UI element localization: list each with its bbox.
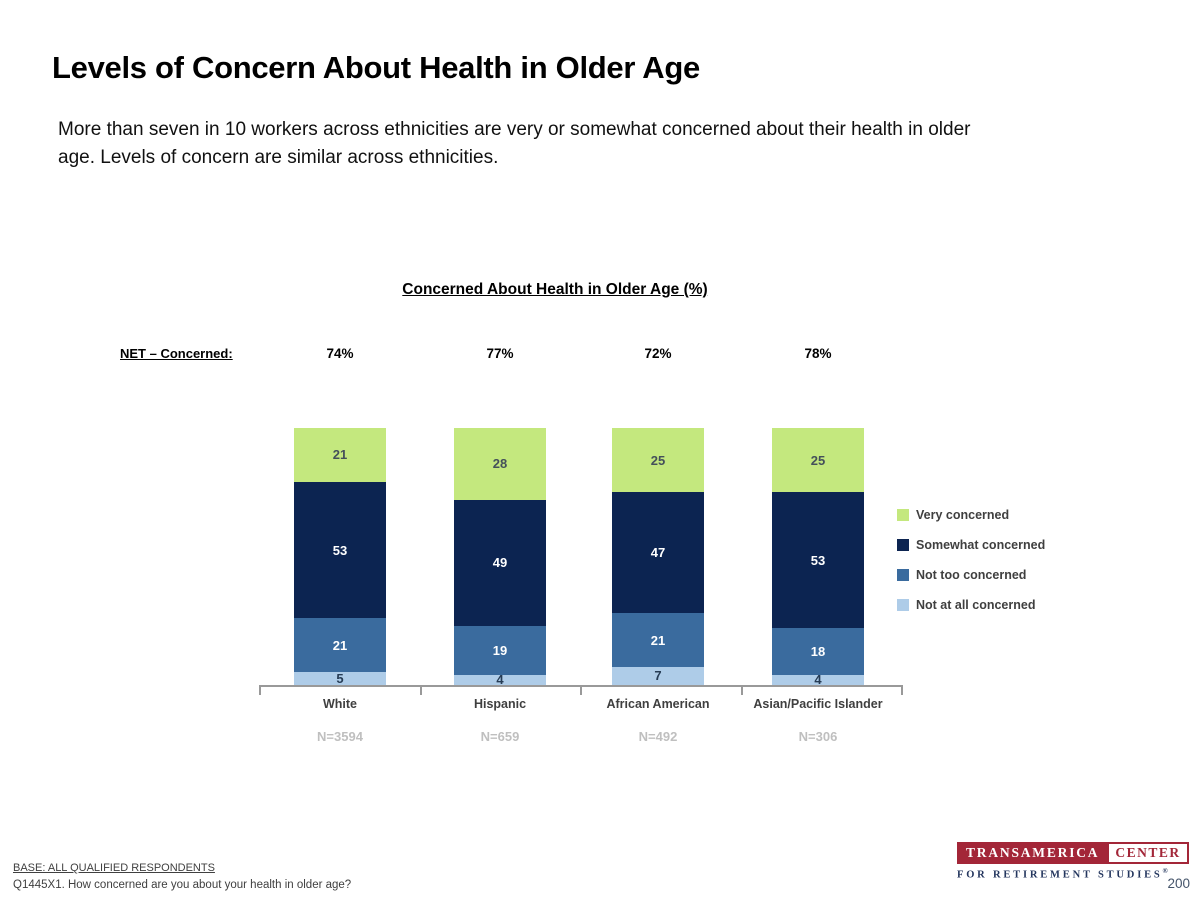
bar-segment: 28 [454, 428, 546, 500]
segment-value-label: 53 [810, 552, 826, 568]
segment-value-label: 18 [810, 644, 826, 660]
segment-value-label: 53 [332, 542, 348, 558]
legend-label: Not at all concerned [916, 598, 1036, 612]
bar-segment: 5 [294, 672, 386, 685]
net-concerned-label: NET – Concerned: [120, 346, 233, 361]
legend-item: Somewhat concerned [897, 538, 1045, 552]
logo-center-text: CENTER [1107, 842, 1189, 864]
stacked-bar: 21 53 21 5 [294, 428, 386, 685]
segment-value-label: 47 [650, 545, 666, 561]
bar-segment: 21 [294, 618, 386, 673]
bar-segment: 53 [294, 481, 386, 619]
legend-swatch-icon [897, 539, 909, 551]
net-value: 74% [326, 346, 354, 361]
segment-value-label: 4 [814, 672, 822, 688]
bar-segment: 7 [612, 667, 704, 685]
bar-segment: 21 [612, 613, 704, 667]
segment-value-label: 21 [650, 632, 666, 648]
axis-tick [901, 685, 903, 695]
segment-value-label: 7 [654, 668, 662, 684]
registered-mark: ® [1162, 867, 1168, 875]
category-label: White [322, 697, 358, 711]
legend-item: Not at all concerned [897, 598, 1045, 612]
bar-segment: 53 [772, 492, 864, 629]
subtitle-line-2: age. Levels of concern are similar acros… [58, 147, 499, 168]
bar-segment: 25 [772, 428, 864, 493]
stacked-bar: 25 47 21 7 [612, 428, 704, 685]
net-value: 72% [644, 346, 672, 361]
legend-swatch-icon [897, 509, 909, 521]
bar-segment: 25 [612, 428, 704, 493]
bar-segment: 18 [772, 628, 864, 675]
page-title: Levels of Concern About Health in Older … [52, 50, 700, 85]
segment-value-label: 49 [492, 555, 508, 571]
subtitle-line-1: More than seven in 10 workers across eth… [58, 119, 971, 140]
legend-swatch-icon [897, 569, 909, 581]
chart-legend: Very concerned Somewhat concerned Not too … [897, 508, 1045, 628]
sample-size-label: N=492 [638, 729, 678, 744]
legend-item: Not too concerned [897, 568, 1045, 582]
axis-tick [580, 685, 582, 695]
page-number: 200 [1167, 876, 1190, 891]
legend-label: Not too concerned [916, 568, 1027, 582]
segment-value-label: 4 [496, 672, 504, 688]
segment-value-label: 28 [492, 456, 508, 472]
legend-item: Very concerned [897, 508, 1045, 522]
logo-row: TRANSAMERICA CENTER [957, 842, 1189, 864]
segment-value-label: 19 [492, 642, 508, 658]
segment-value-label: 21 [332, 447, 348, 463]
logo-brand-text: TRANSAMERICA [957, 842, 1108, 864]
segment-value-label: 21 [332, 637, 348, 653]
sample-size-label: N=306 [798, 729, 838, 744]
axis-tick [741, 685, 743, 695]
question-note: Q1445X1. How concerned are you about you… [13, 879, 352, 891]
net-value: 78% [804, 346, 832, 361]
slide-subtitle: More than seven in 10 workers across eth… [58, 116, 1148, 172]
bar-segment: 4 [772, 672, 864, 688]
axis-tick [420, 685, 422, 695]
stacked-bar: 28 49 19 4 [454, 428, 546, 688]
bar-segment: 21 [294, 428, 386, 482]
legend-label: Somewhat concerned [916, 538, 1046, 552]
bar-segment: 49 [454, 499, 546, 626]
category-label: Hispanic [473, 697, 527, 711]
logo-tagline: FOR RETIREMENT STUDIES® [957, 867, 1168, 881]
segment-value-label: 25 [810, 452, 826, 468]
sample-size-label: N=659 [480, 729, 520, 744]
bar-segment: 47 [612, 492, 704, 614]
bar-segment: 4 [454, 672, 546, 688]
base-note: BASE: ALL QUALIFIED RESPONDENTS [13, 862, 215, 874]
axis-tick [259, 685, 261, 695]
stacked-bar-plot: 21 53 21 5 28 49 19 4 25 47 21 7 25 53 18 4 [259, 428, 902, 688]
segment-value-label: 5 [336, 671, 344, 687]
sample-size-label: N=3594 [317, 729, 363, 744]
category-label: Asian/Pacific Islander [753, 697, 883, 711]
category-label: African American [606, 697, 710, 711]
net-value: 77% [486, 346, 514, 361]
stacked-bar: 25 53 18 4 [772, 428, 864, 688]
bar-segment: 19 [454, 625, 546, 675]
segment-value-label: 25 [650, 452, 666, 468]
transamerica-logo: TRANSAMERICA CENTER FOR RETIREMENT STUDI… [957, 842, 1189, 881]
legend-label: Very concerned [916, 508, 1010, 522]
chart-title: Concerned About Health in Older Age (%) [402, 281, 708, 298]
legend-swatch-icon [897, 599, 909, 611]
